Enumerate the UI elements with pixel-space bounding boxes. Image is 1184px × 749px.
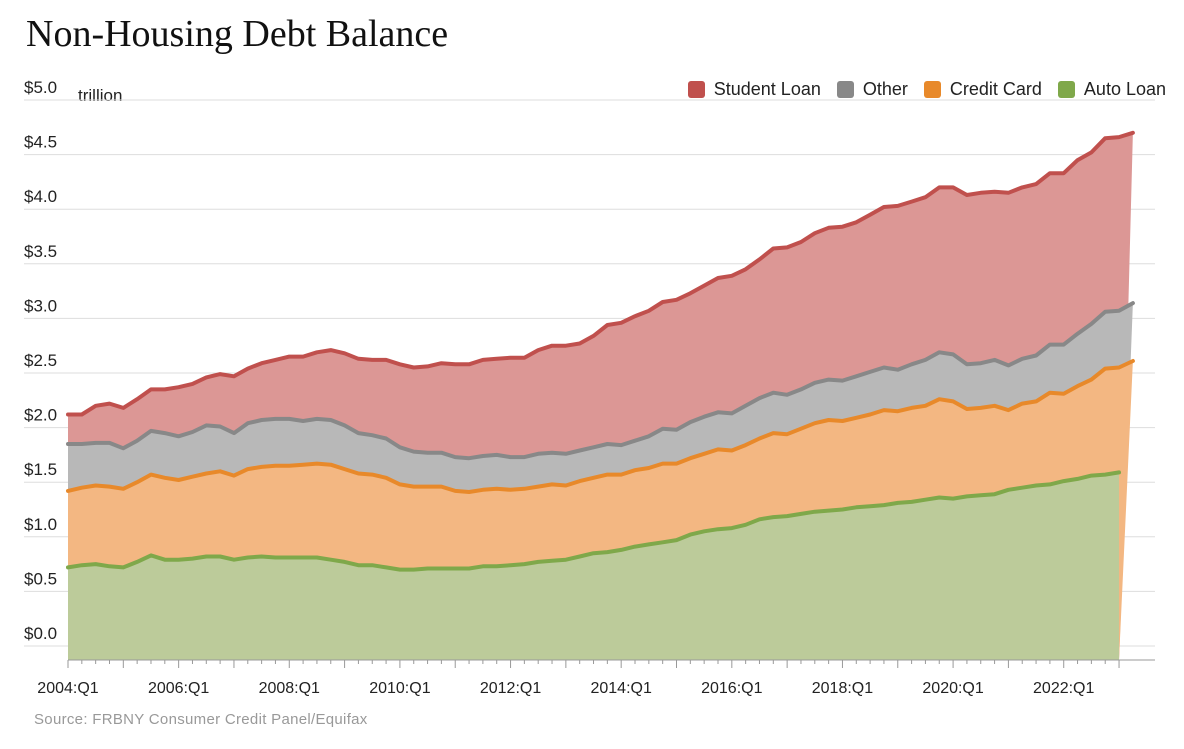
legend-item-student-loan: Student Loan (687, 79, 821, 100)
y-tick-label: $1.5 (24, 460, 57, 479)
y-tick-label: $1.0 (24, 515, 57, 534)
y-tick-label: $4.0 (24, 187, 57, 206)
source-note: Source: FRBNY Consumer Credit Panel/Equi… (34, 711, 368, 728)
y-tick-label: $3.0 (24, 296, 57, 315)
y-tick-label: $0.0 (24, 624, 57, 643)
x-tick-label: 2016:Q1 (701, 680, 762, 697)
legend-item-other: Other (836, 79, 908, 100)
line-credit-card (66, 359, 1135, 494)
y-tick-label: $0.5 (24, 569, 57, 588)
y-tick-label: $3.5 (24, 242, 57, 261)
x-tick-label: 2006:Q1 (148, 680, 209, 697)
y-tick-label: $2.0 (24, 406, 57, 425)
x-tick-label: 2018:Q1 (812, 680, 873, 697)
legend-swatch (923, 81, 941, 98)
area-chart: $0.0 $0.5 $1.0 $1.5 $2.0 $2.5 $3.0 $3.5 $4.0 $4.5… (24, 78, 1155, 697)
x-tick-label: 2010:Q1 (369, 680, 430, 697)
legend-label: Auto Loan (1083, 79, 1166, 99)
legend-swatch (1057, 81, 1075, 98)
line-student-loan (66, 130, 1135, 417)
legend-label: Credit Card (949, 79, 1042, 99)
y-tick-label: $4.5 (24, 133, 57, 152)
line-other (66, 301, 1135, 461)
legend-swatch (836, 81, 854, 98)
line-auto-loan (66, 470, 1121, 572)
area-auto-loan (68, 472, 1119, 660)
legend: Student Loan Other Credit Card Auto Loan (672, 79, 1166, 100)
x-tick-label: 2014:Q1 (590, 680, 651, 697)
legend-item-credit-card: Credit Card (923, 79, 1042, 100)
x-tick-label: 2004:Q1 (37, 680, 98, 697)
x-tick-label: 2020:Q1 (922, 680, 983, 697)
y-tick-label: $5.0 (24, 78, 57, 97)
y-tick-label: $2.5 (24, 351, 57, 370)
legend-swatch (687, 81, 705, 98)
x-tick-label: 2022:Q1 (1033, 680, 1094, 697)
legend-label: Other (862, 79, 908, 99)
legend-item-auto-loan: Auto Loan (1057, 79, 1166, 100)
legend-label: Student Loan (713, 79, 821, 99)
x-tick-label: 2008:Q1 (259, 680, 320, 697)
chart-title: Non-Housing Debt Balance (26, 13, 449, 55)
x-tick-label: 2012:Q1 (480, 680, 541, 697)
